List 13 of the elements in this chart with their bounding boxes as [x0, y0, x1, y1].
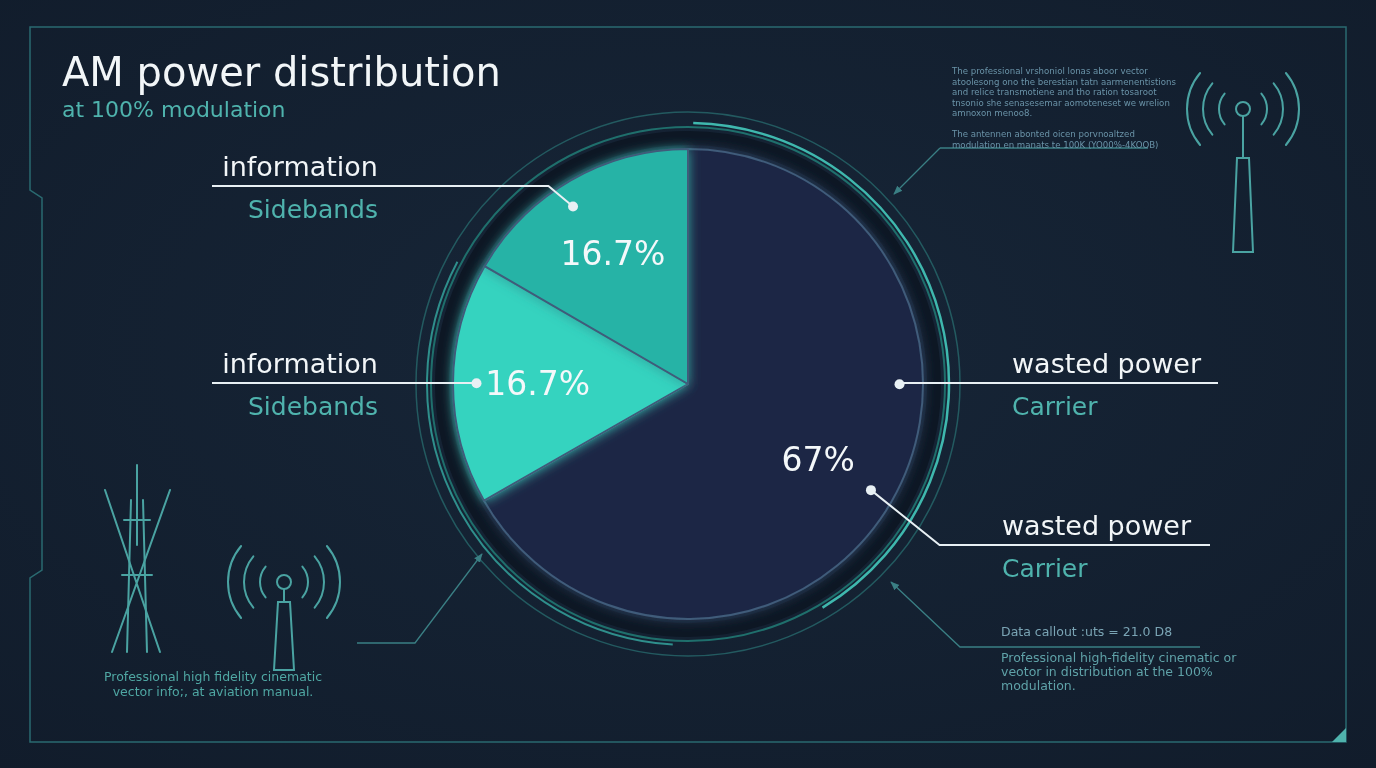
data-label: 16.7%	[485, 364, 591, 404]
chart-subtitle: at 100% modulation	[62, 97, 286, 122]
data-label: 67%	[781, 439, 855, 479]
slice-label: wasted power Carrier	[1012, 348, 1202, 421]
text: The professional vrshoniol lonas aboor vector atoolesong ono the berestian tatn aarmenentistions and relice transmotiene and tho ration tosaroot tnsonio she senasesemar aomoteneset we wrelion amnoxon menoo8. The antennen abonted oicen porvnoaltzed modulation en manats te 100K (YO00%-4KOOB)	[952, 66, 1176, 150]
text: Data callout :uts = 21.0 D8	[1001, 624, 1173, 639]
slice-label: information Sidebands	[222, 151, 378, 224]
data-label: 16.7%	[560, 234, 666, 274]
chart-title: AM power distribution	[62, 49, 501, 95]
text: Professional high-fidelity cinematic or veotor in distribution at the 100% modulation.	[1001, 650, 1238, 693]
text: Professional high fidelity cinematic vector info;, at aviation manual.	[103, 669, 323, 699]
slice-label: information Sidebands	[222, 348, 378, 421]
text: wasted power Carrier	[1002, 510, 1192, 583]
